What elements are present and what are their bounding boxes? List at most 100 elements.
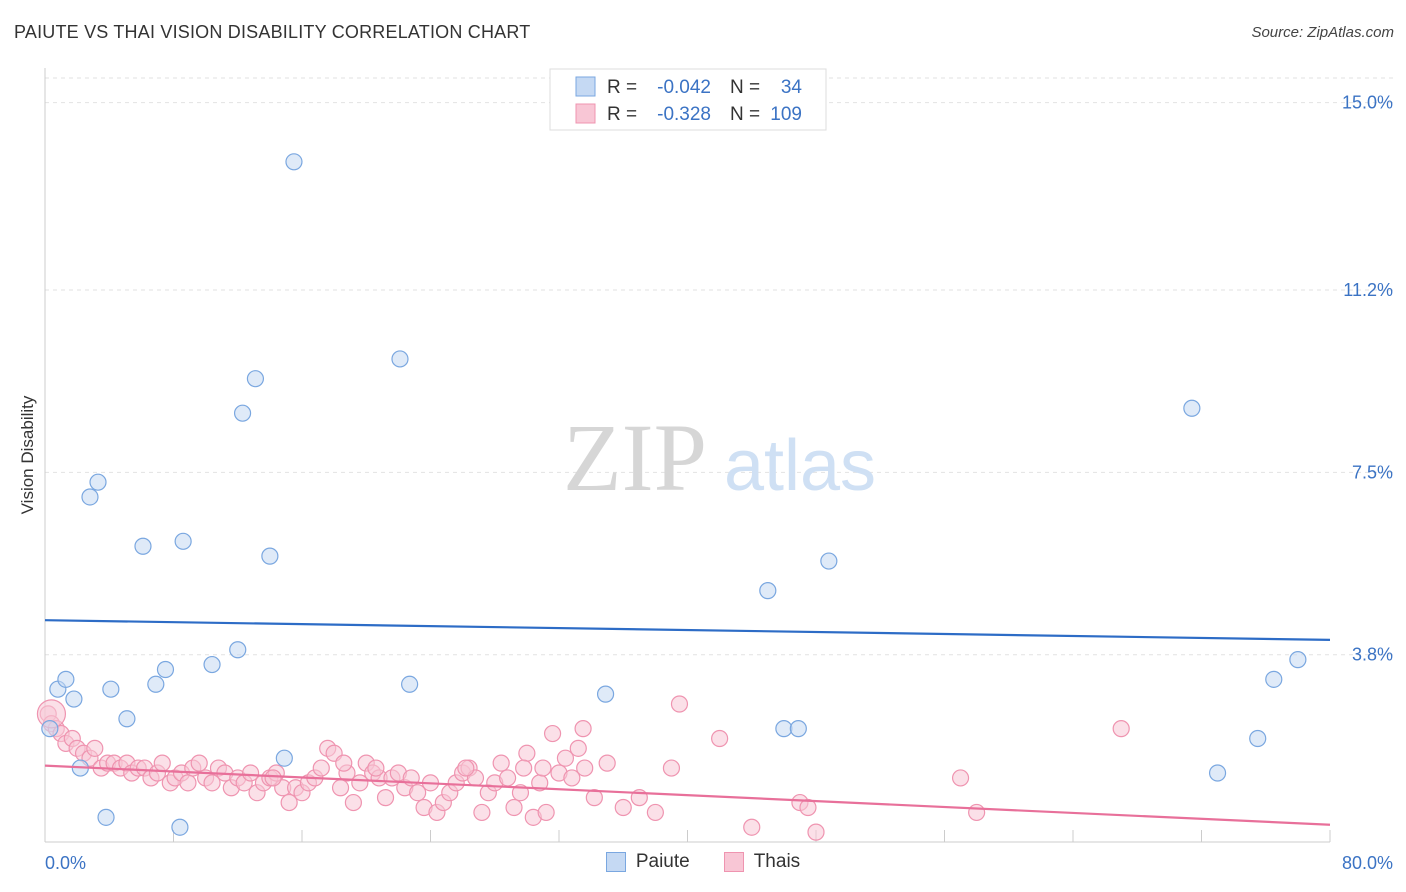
legend-swatch-paiute — [605, 852, 626, 872]
paiute-point — [118, 710, 136, 728]
thais-point — [312, 759, 330, 777]
paiute-point — [1289, 651, 1307, 669]
thais-point — [367, 759, 385, 777]
thais-point — [518, 744, 536, 762]
y-tick-label: 7.5% — [1352, 462, 1393, 482]
thais-point — [646, 803, 664, 822]
thais-point — [264, 769, 282, 787]
thais-point — [670, 695, 689, 713]
paiute-point — [97, 808, 115, 826]
paiute-point — [174, 532, 192, 550]
paiute-point — [246, 370, 265, 388]
x-tick-label-min: 0.0% — [45, 853, 86, 873]
paiute-point — [102, 680, 120, 698]
thais-point — [662, 759, 681, 777]
thais-point — [1112, 720, 1130, 738]
chart-title: PAIUTE VS THAI VISION DISABILITY CORRELA… — [14, 22, 531, 42]
paiute-point — [1265, 670, 1283, 688]
paiute-point — [156, 660, 175, 679]
paiute-point — [1183, 399, 1201, 417]
thais-point — [505, 798, 523, 817]
legend-item-thais[interactable]: Thais — [723, 851, 801, 873]
watermark-zip: ZIP — [563, 404, 707, 511]
paiute-point — [65, 690, 83, 708]
stats-r-value: -0.042 — [657, 77, 711, 98]
paiute-point — [285, 153, 303, 171]
stats-r-label: R = — [607, 104, 637, 125]
thais-point — [569, 739, 587, 757]
thais-point — [534, 759, 552, 777]
thais-point — [335, 754, 353, 772]
stats-n-label: N = — [730, 104, 760, 125]
paiute-point — [229, 641, 247, 659]
thais-points — [36, 695, 1130, 841]
stats-legend-box — [549, 68, 827, 131]
thais-point — [203, 774, 221, 792]
paiute-point — [1208, 764, 1227, 782]
paiute-stats-swatch — [575, 76, 596, 97]
legend-label-thais: Thais — [753, 851, 801, 872]
legend-item-paiute[interactable]: Paiute — [605, 851, 690, 873]
paiute-point — [41, 720, 59, 738]
thais-point — [376, 789, 395, 807]
stats-legend: R = -0.042 N = 34 R = -0.328 N = 109 — [549, 68, 827, 131]
stats-r-label: R = — [607, 77, 637, 98]
paiute-point — [759, 582, 777, 600]
thais-point — [556, 749, 575, 767]
stats-r-value: -0.328 — [657, 104, 711, 125]
paiute-point — [1249, 729, 1267, 748]
thais-point — [331, 779, 350, 797]
thais-point — [492, 754, 510, 772]
gridlines — [45, 77, 1395, 656]
watermark-atlas: atlas — [724, 426, 876, 506]
paiute-point — [147, 675, 165, 693]
thais-point — [576, 759, 594, 777]
thais-point — [457, 759, 475, 777]
thais-point — [574, 720, 592, 738]
x-tick-label-max: 80.0% — [1342, 853, 1393, 873]
paiute-point — [134, 537, 152, 555]
thais-point — [280, 793, 298, 812]
thais-point — [799, 798, 817, 817]
paiute-point — [171, 818, 189, 836]
thais-point — [563, 769, 581, 787]
thais-point — [598, 754, 616, 772]
y-tick-label: 3.8% — [1352, 645, 1393, 665]
thais-point — [409, 784, 427, 802]
thais-point — [153, 754, 171, 772]
y-tick-label: 11.2% — [1343, 280, 1393, 300]
thais-point — [743, 818, 761, 836]
legend-label-paiute: Paiute — [635, 851, 690, 872]
thais-point — [473, 803, 491, 822]
stats-n-value: 109 — [770, 104, 802, 125]
paiute-point — [261, 547, 279, 565]
thais-point — [242, 764, 260, 782]
tick-labels: 3.8% 7.5% 11.2% 15.0% 0.0% 80.0% — [45, 93, 1393, 873]
watermark: ZIP atlas — [563, 404, 876, 511]
axes — [44, 68, 1331, 843]
paiute-trend-line — [44, 619, 1331, 642]
y-tick-label: 15.0% — [1342, 93, 1393, 113]
paiute-point — [775, 720, 793, 738]
thais-point — [585, 789, 603, 807]
thais-point — [711, 729, 729, 748]
paiute-point — [820, 552, 838, 570]
paiute-point — [89, 473, 107, 491]
paiute-point — [401, 675, 419, 693]
thais-point — [543, 724, 562, 743]
thais-point — [499, 769, 517, 787]
thais-point — [179, 774, 197, 792]
paiute-point — [203, 655, 221, 674]
paiute-point — [57, 670, 75, 688]
thais-stats-swatch — [575, 103, 596, 124]
thais-point — [86, 739, 104, 757]
paiute-point — [596, 685, 615, 703]
thais-point — [807, 823, 825, 841]
thais-trend-line — [44, 764, 1331, 826]
thais-point — [951, 769, 970, 787]
thais-point — [515, 759, 533, 777]
trend-lines — [44, 619, 1331, 826]
stats-n-value: 34 — [781, 77, 803, 98]
thais-point — [968, 803, 986, 822]
